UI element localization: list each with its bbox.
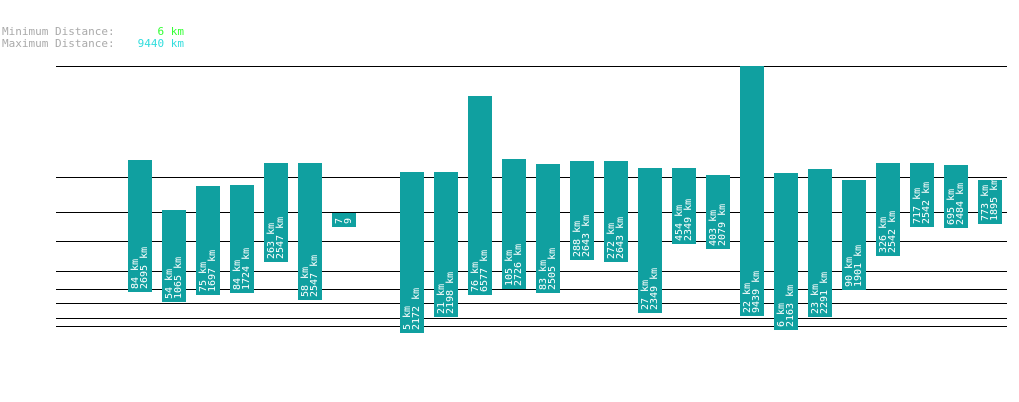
max-distance-label: Maximum Distance: <box>2 37 115 50</box>
bar-min-label: 5 km <box>402 306 413 330</box>
bar-min-label: 272 km <box>606 223 617 259</box>
bar-min-label: 454 km <box>674 205 685 241</box>
bar-min-label: 90 km <box>844 257 855 287</box>
bar-min-label: 773 km <box>980 185 991 221</box>
range-bar <box>128 160 152 292</box>
bar-max-label: 2349 km <box>649 268 660 310</box>
bar-max-label: 1895 km <box>989 179 1000 221</box>
range-bar <box>910 163 934 227</box>
bar-min-label: 717 km <box>912 188 923 224</box>
range-bar <box>672 168 696 244</box>
bar-min-label: 403 km <box>708 210 719 246</box>
range-bar <box>264 163 288 262</box>
bar-max-label: 2172 km <box>411 288 422 330</box>
bar-max-label: 2726 km <box>513 244 524 286</box>
bar-max-label: 2547 km <box>275 217 286 259</box>
bar-min-label: 326 km <box>878 217 889 253</box>
bar-min-label: 263 km <box>266 223 277 259</box>
range-bar <box>944 165 968 228</box>
bar-max-label: 2542 km <box>921 182 932 224</box>
bar-max-label: 6577 km <box>479 250 490 292</box>
range-bar <box>536 164 560 293</box>
range-bar <box>400 172 424 333</box>
bar-max-label: 2079 km <box>717 204 728 246</box>
bar-min-label: 83 km <box>538 260 549 290</box>
range-bar <box>332 213 356 227</box>
bar-min-label: 84 km <box>130 259 141 289</box>
bar-max-label: 2695 km <box>139 247 150 289</box>
range-bar <box>298 163 322 300</box>
bar-max-label: 2643 km <box>615 217 626 259</box>
bar-min-label: 7 <box>334 218 345 224</box>
max-distance-row: Maximum Distance: 9440 km <box>2 38 184 50</box>
range-bar <box>638 168 662 313</box>
range-bar <box>978 180 1002 224</box>
bar-max-label: 2542 km <box>887 211 898 253</box>
bar-max-label: 2163 km <box>785 285 796 327</box>
bar-max-label: 9 <box>343 218 354 224</box>
bar-min-label: 76 km <box>470 262 481 292</box>
bar-max-label: 1724 km <box>241 248 252 290</box>
bar-min-label: 58 km <box>300 267 311 297</box>
min-distance-label: Minimum Distance: <box>2 25 115 38</box>
bar-min-label: 695 km <box>946 189 957 225</box>
range-bar <box>740 66 764 316</box>
distance-stats: Minimum Distance: 6 km Maximum Distance:… <box>2 26 184 50</box>
bar-min-label: 75 km <box>198 262 209 292</box>
range-bar <box>230 185 254 293</box>
bar-min-label: 27 km <box>640 280 651 310</box>
range-bar <box>502 159 526 289</box>
range-bar <box>706 175 730 249</box>
range-bar <box>876 163 900 256</box>
bar-max-label: 1697 km <box>207 250 218 292</box>
range-bar <box>162 210 186 302</box>
range-bar <box>774 173 798 330</box>
range-bar <box>570 161 594 260</box>
bar-min-label: 23 km <box>810 284 821 314</box>
bar-max-label: 9439 km <box>751 271 762 313</box>
bar-min-label: 22 km <box>742 283 753 313</box>
bar-max-label: 2349 km <box>683 199 694 241</box>
min-distance-row: Minimum Distance: 6 km <box>2 26 184 38</box>
bar-max-label: 2484 km <box>955 183 966 225</box>
range-bar <box>842 180 866 290</box>
bar-max-label: 2547 km <box>309 255 320 297</box>
range-bar <box>196 186 220 295</box>
range-bar <box>604 161 628 262</box>
bar-min-label: 288 km <box>572 221 583 257</box>
bar-max-label: 2643 km <box>581 215 592 257</box>
bar-min-label: 21 km <box>436 284 447 314</box>
max-distance-value: 9440 km <box>137 37 184 50</box>
range-bar <box>468 96 492 295</box>
bar-min-label: 105 km <box>504 250 515 286</box>
bar-max-label: 2291 km <box>819 272 830 314</box>
bar-min-label: 6 km <box>776 303 787 327</box>
bar-min-label: 84 km <box>232 260 243 290</box>
range-bar <box>808 169 832 317</box>
bar-max-label: 1065 km <box>173 257 184 299</box>
bar-max-label: 2198 km <box>445 272 456 314</box>
chart-gridlines <box>56 66 1007 327</box>
bar-max-label: 1901 km <box>853 245 864 287</box>
bar-max-label: 2505 km <box>547 248 558 290</box>
range-bar <box>434 172 458 317</box>
min-distance-value: 6 km <box>157 25 185 38</box>
bar-min-label: 54 km <box>164 269 175 299</box>
